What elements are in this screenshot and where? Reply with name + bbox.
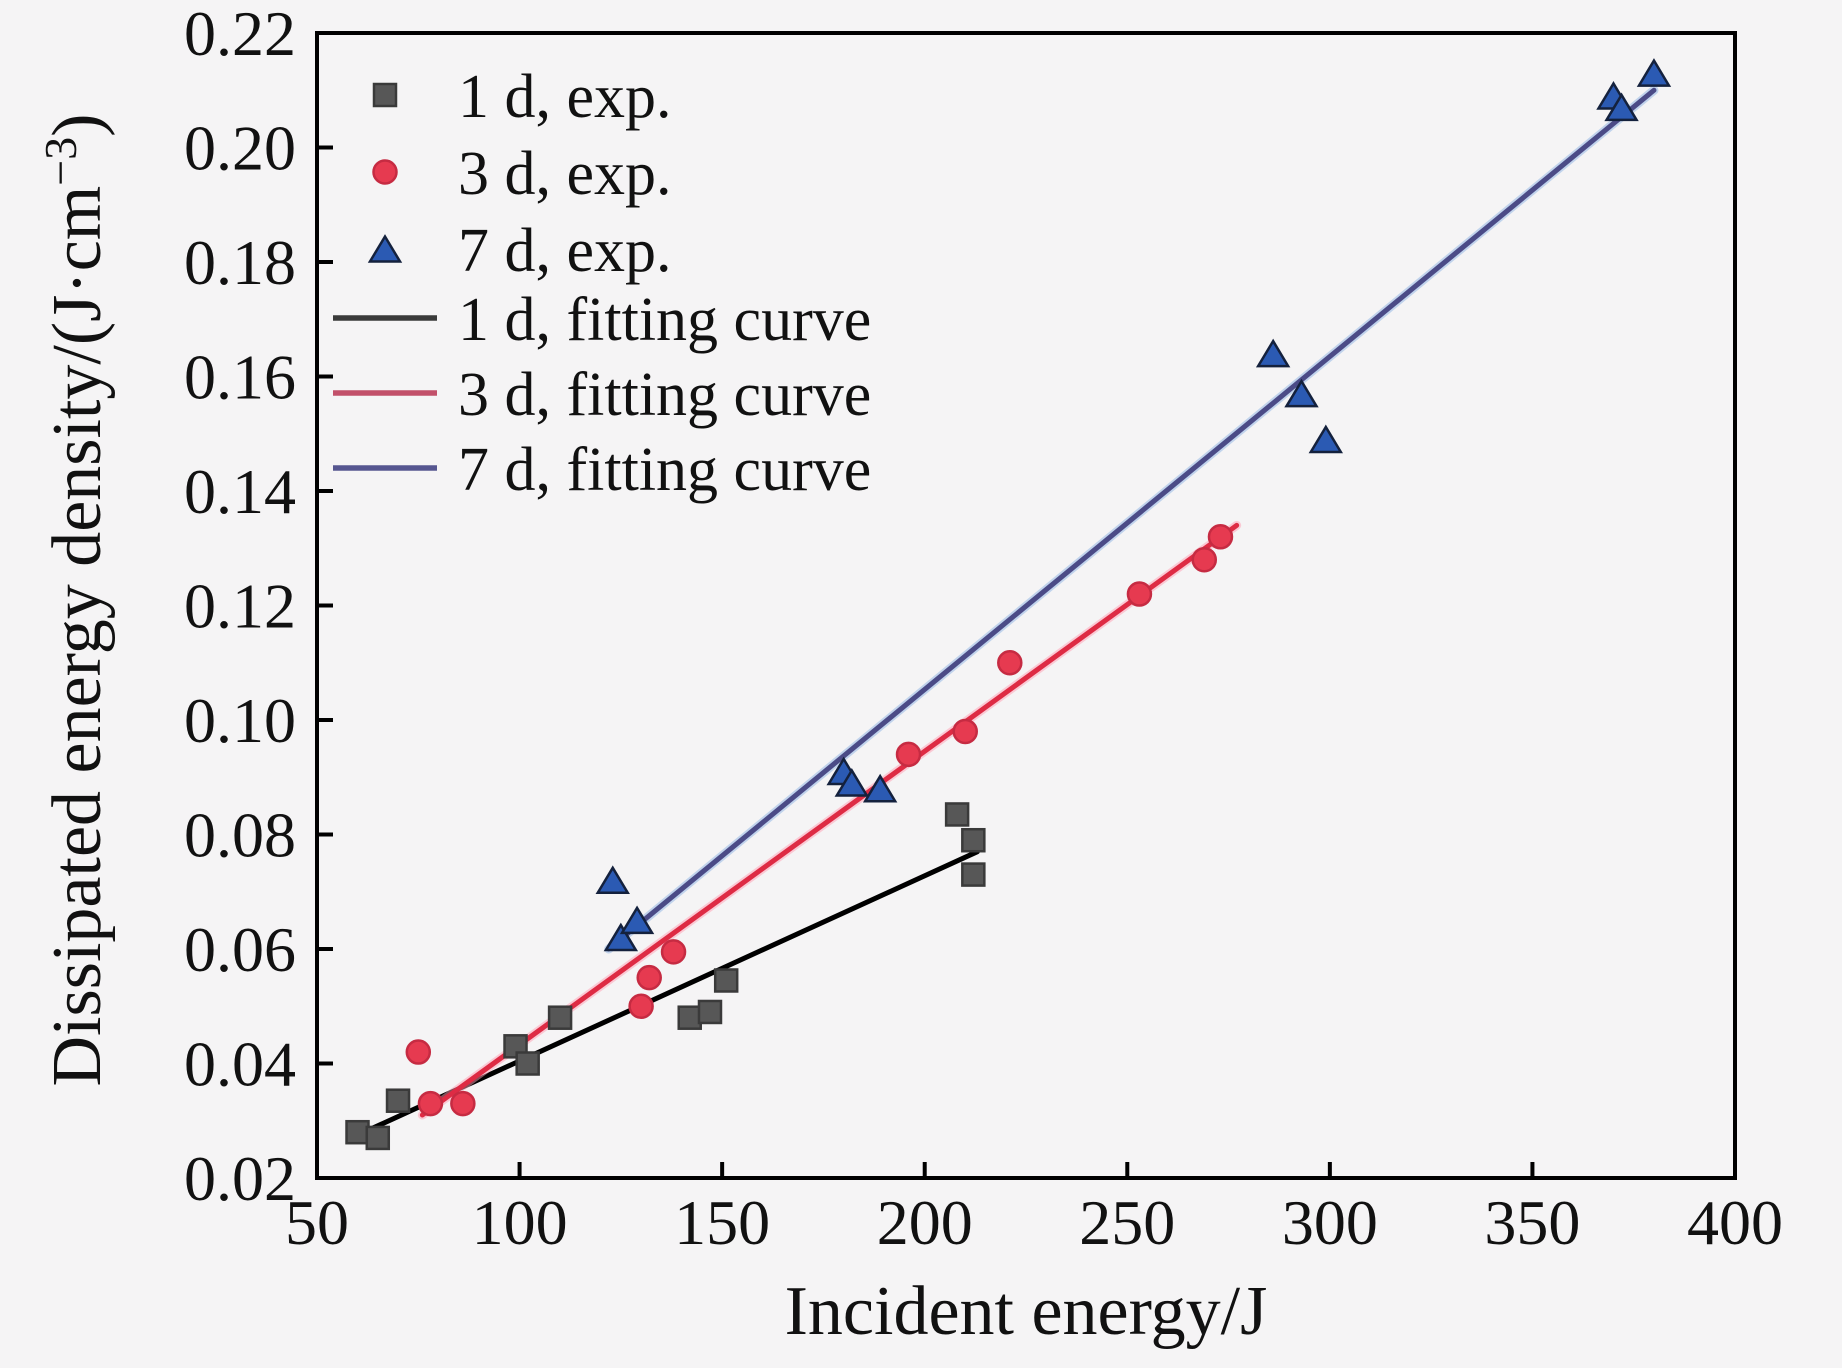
point-square xyxy=(713,968,739,993)
point-square xyxy=(365,1125,391,1151)
point-square xyxy=(515,1051,540,1076)
y-tick-label: 0.12 xyxy=(184,571,296,642)
legend-swatch-triangle xyxy=(367,234,403,263)
x-tick-label: 100 xyxy=(472,1187,568,1258)
point-circle xyxy=(1126,581,1153,607)
point-circle xyxy=(405,1039,432,1065)
y-tick-label: 0.16 xyxy=(184,342,296,413)
fit-line-2d xyxy=(419,522,1240,1118)
point-square xyxy=(961,827,986,853)
point-circle xyxy=(450,1090,476,1117)
legend-label: 3 d, fitting curve xyxy=(458,361,871,429)
point-square xyxy=(944,802,970,827)
point-triangle xyxy=(1308,424,1344,454)
x-tick-label: 350 xyxy=(1484,1187,1580,1258)
point-circle xyxy=(997,650,1023,676)
point-circle xyxy=(628,993,654,1019)
x-tick-label: 250 xyxy=(1079,1187,1175,1258)
point-triangle xyxy=(1604,92,1639,122)
point-square xyxy=(547,1005,573,1030)
legend-swatch-square xyxy=(372,82,398,108)
legend-label: 7 d, fitting curve xyxy=(458,436,871,504)
point-circle xyxy=(660,939,687,965)
point-triangle xyxy=(1284,378,1319,408)
x-tick-label: 200 xyxy=(877,1187,973,1258)
y-tick-label: 0.06 xyxy=(184,914,296,985)
legend-label: 1 d, exp. xyxy=(458,63,672,131)
point-circle xyxy=(1207,524,1234,550)
point-triangle xyxy=(1255,338,1291,368)
point-triangle xyxy=(603,922,639,952)
x-tick-label: 400 xyxy=(1687,1187,1783,1258)
point-square xyxy=(697,999,723,1025)
x-tick-label: 150 xyxy=(674,1187,770,1258)
point-triangle xyxy=(1636,58,1672,87)
point-triangle xyxy=(862,773,898,803)
point-square xyxy=(961,862,986,887)
point-circle xyxy=(417,1090,444,1117)
y-tick-label: 0.18 xyxy=(184,227,296,298)
point-circle xyxy=(895,741,922,768)
y-tick-label: 0.02 xyxy=(184,1143,296,1214)
y-tick-label: 0.04 xyxy=(184,1029,296,1100)
legend-swatch-circle xyxy=(372,159,398,185)
legend-label: 3 d, exp. xyxy=(458,140,672,208)
point-circle xyxy=(952,718,978,745)
y-tick-label: 0.14 xyxy=(184,456,296,527)
y-tick-label: 0.20 xyxy=(184,113,296,184)
y-tick-label: 0.08 xyxy=(184,800,296,871)
legend-label: 1 d, fitting curve xyxy=(458,286,871,354)
x-axis-title: Incident energy/J xyxy=(785,1273,1268,1350)
y-tick-label: 0.22 xyxy=(184,0,296,69)
legend-label: 7 d, exp. xyxy=(458,217,672,285)
point-square xyxy=(345,1119,370,1145)
point-square xyxy=(677,1005,702,1030)
point-triangle xyxy=(619,905,655,935)
y-axis-title: Dissipated energy density/(J·cm−3) xyxy=(35,113,116,1086)
point-circle xyxy=(1191,546,1218,573)
fit-line-3d xyxy=(606,87,1657,952)
x-tick-label: 300 xyxy=(1282,1187,1378,1258)
y-tick-label: 0.10 xyxy=(184,685,296,756)
x-tick-label: 50 xyxy=(285,1187,349,1258)
point-square xyxy=(385,1088,411,1113)
point-triangle xyxy=(834,768,869,797)
point-circle xyxy=(636,964,662,991)
point-triangle xyxy=(595,865,630,895)
